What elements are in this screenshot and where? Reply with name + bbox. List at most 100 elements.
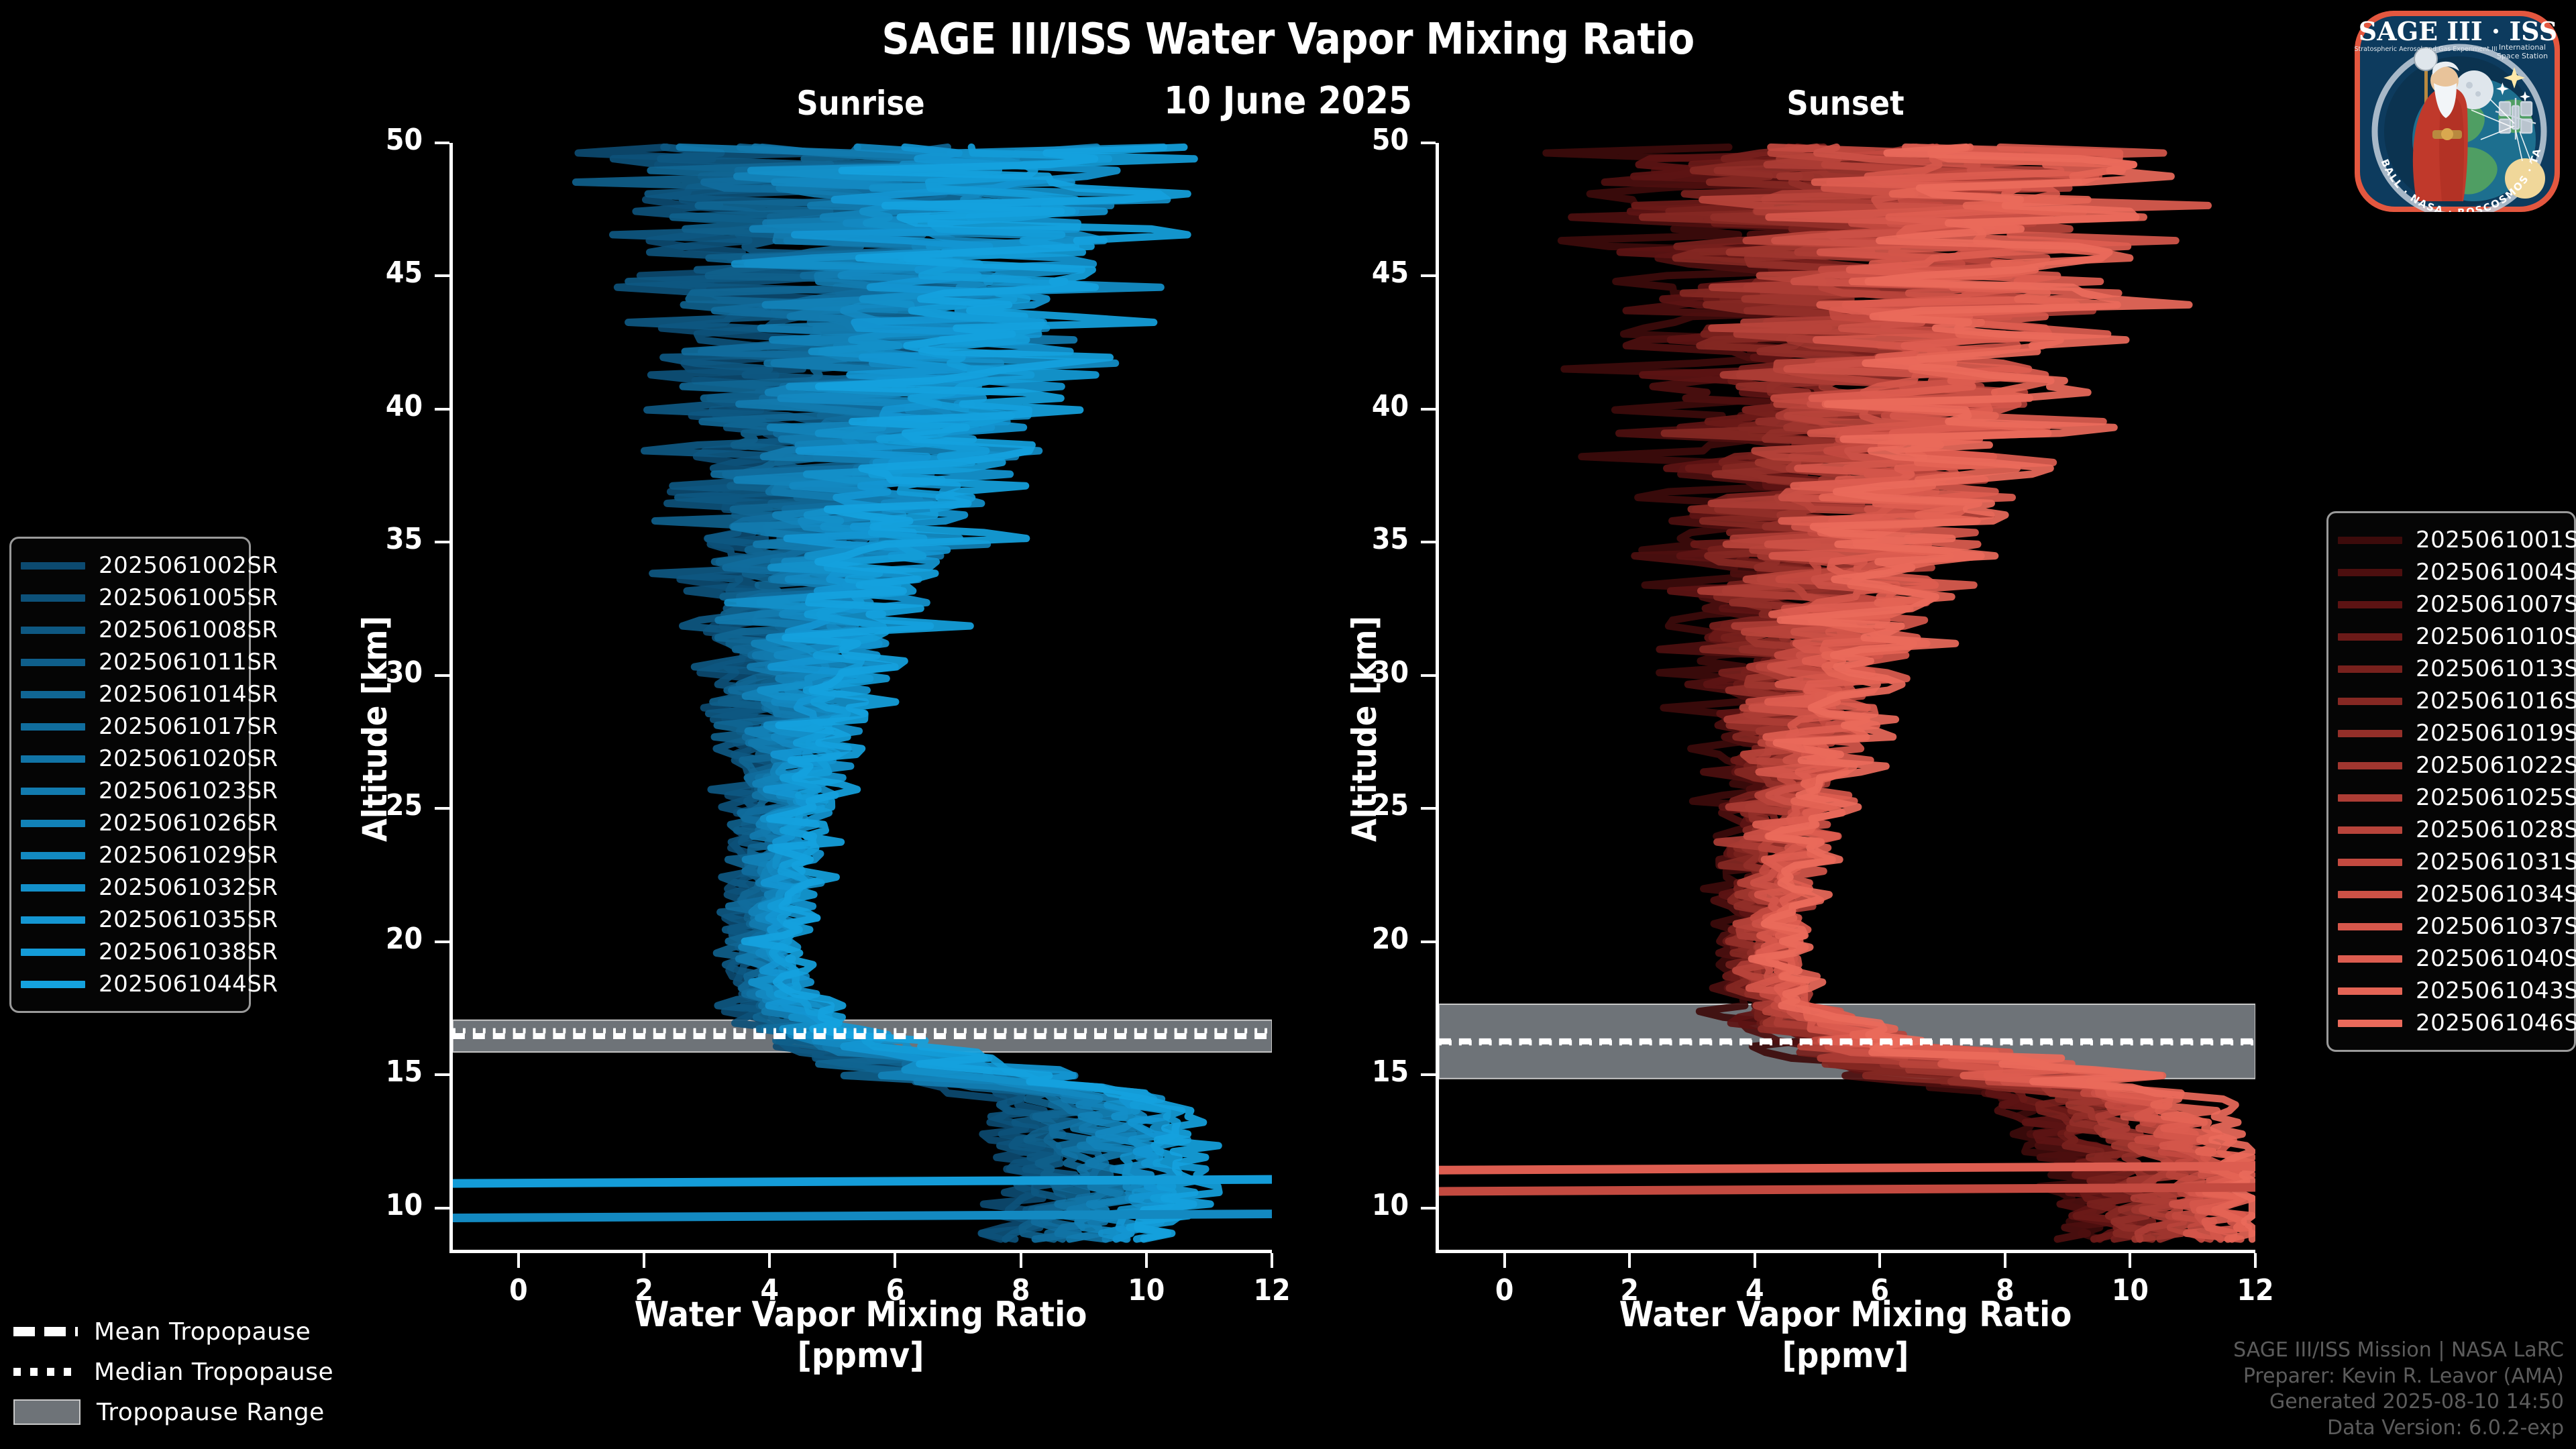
sunset-legend-label: 2025061019SS [2416, 720, 2576, 747]
legend-color-swatch [2338, 1019, 2402, 1027]
sunrise-legend-item[interactable]: 2025061002SR [21, 549, 278, 582]
sunrise-x-tick [1271, 1253, 1273, 1268]
sunrise-y-axis-title: Altitude [km] [356, 616, 394, 842]
sunrise-legend-item[interactable]: 2025061020SR [21, 743, 278, 775]
legend-color-swatch [21, 690, 85, 698]
sunset-legend-item[interactable]: 2025061043SS [2338, 975, 2576, 1007]
sunrise-legend-label: 2025061020SR [99, 745, 278, 772]
sunset-y-tick-label: 45 [1371, 256, 1409, 290]
sunset-legend-label: 2025061031SS [2416, 849, 2576, 875]
sunrise-legend-item[interactable]: 2025061035SR [21, 904, 278, 936]
sunset-legend-item[interactable]: 2025061046SS [2338, 1007, 2576, 1039]
sunrise-legend-label: 2025061038SR [99, 938, 278, 965]
sunset-legend-item[interactable]: 2025061019SS [2338, 717, 2576, 749]
sunset-legend-label: 2025061034SS [2416, 881, 2576, 908]
sunset-legend-label: 2025061028SS [2416, 816, 2576, 843]
sunrise-legend-label: 2025061044SR [99, 971, 278, 998]
sunset-x-tick [2254, 1253, 2257, 1268]
legend-color-swatch [2338, 665, 2402, 673]
sunrise-x-tick-label: 8 [1011, 1273, 1030, 1307]
sunrise-x-tick [643, 1253, 646, 1268]
sunset-x-tick-label: 8 [1996, 1273, 2015, 1307]
sunset-x-tick-label: 0 [1495, 1273, 1514, 1307]
sunset-y-axis-title: Altitude [km] [1345, 616, 1384, 842]
sunset-legend-item[interactable]: 2025061007SS [2338, 588, 2576, 621]
sunrise-y-tick-label: 15 [385, 1055, 423, 1089]
sunrise-x-tick [517, 1253, 520, 1268]
sunset-y-tick-label: 30 [1371, 655, 1409, 690]
tropopause-legend: Mean Tropopause Median Tropopause Tropop… [13, 1311, 362, 1432]
legend-color-swatch [21, 658, 85, 666]
sunrise-x-tick-label: 2 [635, 1273, 653, 1307]
sunset-legend[interactable]: 2025061001SS 2025061004SS 2025061007SS 2025… [2326, 511, 2576, 1052]
sunrise-y-tick [435, 674, 449, 677]
sunset-x-tick [1878, 1253, 1882, 1268]
sunset-legend-item[interactable]: 2025061031SS [2338, 846, 2576, 878]
sunrise-x-tick-label: 10 [1128, 1273, 1165, 1307]
profile-line [1748, 143, 2255, 1243]
sunrise-legend-label: 2025061023SR [99, 777, 278, 804]
sunset-legend-item[interactable]: 2025061013SS [2338, 653, 2576, 685]
sunrise-legend-item[interactable]: 2025061038SR [21, 936, 278, 968]
sunrise-legend-item[interactable]: 2025061011SR [21, 646, 278, 678]
sunrise-legend-item[interactable]: 2025061005SR [21, 582, 278, 614]
legend-color-swatch [2338, 890, 2402, 898]
sunrise-legend-item[interactable]: 2025061014SR [21, 678, 278, 710]
sunset-legend-label: 2025061004SS [2416, 559, 2576, 586]
sunrise-legend-label: 2025061008SR [99, 616, 278, 643]
sunrise-plot-panel [449, 143, 1272, 1253]
sunset-legend-label: 2025061040SS [2416, 945, 2576, 972]
profile-line-low-altitude [453, 1175, 1272, 1188]
sunset-x-tick [2003, 1253, 2006, 1268]
sunset-legend-item[interactable]: 2025061004SS [2338, 556, 2576, 588]
sunset-y-tick [1421, 1206, 1436, 1210]
sunrise-legend-label: 2025061017SR [99, 713, 278, 740]
sunrise-y-tick-label: 10 [385, 1187, 423, 1222]
sunrise-y-tick [435, 274, 449, 278]
sunrise-legend-item[interactable]: 2025061044SR [21, 968, 278, 1000]
sunset-legend-item[interactable]: 2025061034SS [2338, 878, 2576, 910]
sunset-legend-item[interactable]: 2025061016SS [2338, 685, 2576, 717]
legend-color-swatch [2338, 987, 2402, 995]
sunset-legend-item[interactable]: 2025061037SS [2338, 910, 2576, 943]
legend-label-tropopause-range: Tropopause Range [97, 1398, 325, 1426]
legend-color-swatch [21, 819, 85, 827]
sunrise-y-tick [435, 407, 449, 411]
sunrise-legend-item[interactable]: 2025061023SR [21, 775, 278, 807]
sunrise-x-tick [768, 1253, 771, 1268]
sunrise-legend-item[interactable]: 2025061026SR [21, 807, 278, 839]
sunrise-legend[interactable]: 2025061002SR 2025061005SR 2025061008SR 2025… [9, 537, 278, 1013]
sunset-legend-item[interactable]: 2025061010SS [2338, 621, 2576, 653]
legend-color-swatch [21, 787, 85, 795]
legend-color-swatch [21, 755, 85, 763]
sunrise-y-tick-label: 45 [385, 256, 423, 290]
sunset-plot-panel [1436, 143, 2255, 1253]
sunrise-legend-item[interactable]: 2025061017SR [21, 710, 278, 743]
legend-item-tropopause-range: Tropopause Range [13, 1392, 362, 1432]
legend-item-mean-tropopause: Mean Tropopause [13, 1311, 362, 1352]
sunset-x-tick-label: 4 [1745, 1273, 1764, 1307]
sunrise-legend-item[interactable]: 2025061032SR [21, 871, 278, 904]
sunrise-legend-label: 2025061032SR [99, 874, 278, 901]
sunset-legend-item[interactable]: 2025061025SS [2338, 782, 2576, 814]
legend-color-swatch [2338, 955, 2402, 963]
page-title: SAGE III/ISS Water Vapor Mixing Ratio [881, 15, 1695, 64]
sunrise-y-tick [435, 940, 449, 943]
legend-color-swatch [21, 722, 85, 731]
sunset-legend-item[interactable]: 2025061001SS [2338, 524, 2576, 556]
legend-color-swatch [2338, 568, 2402, 576]
legend-color-swatch [2338, 729, 2402, 737]
credit-data-version: Data Version: 6.0.2-exp [2326, 1415, 2564, 1440]
sunset-legend-item[interactable]: 2025061028SS [2338, 814, 2576, 846]
legend-color-swatch [2338, 600, 2402, 608]
sunrise-legend-item[interactable]: 2025061029SR [21, 839, 278, 871]
credits-block: SAGE III/ISS Mission | NASA LaRC Prepare… [2233, 1338, 2564, 1441]
profile-line-low-altitude [1439, 1183, 2255, 1196]
x-axis-title-line2: [ppmv] [1782, 1336, 1909, 1377]
sunset-y-tick [1421, 1073, 1436, 1077]
sunrise-legend-label: 2025061002SR [99, 552, 278, 579]
sunset-legend-item[interactable]: 2025061040SS [2338, 943, 2576, 975]
sunset-legend-item[interactable]: 2025061022SS [2338, 749, 2576, 782]
sunrise-legend-item[interactable]: 2025061008SR [21, 614, 278, 646]
sunrise-y-tick [435, 1206, 449, 1210]
